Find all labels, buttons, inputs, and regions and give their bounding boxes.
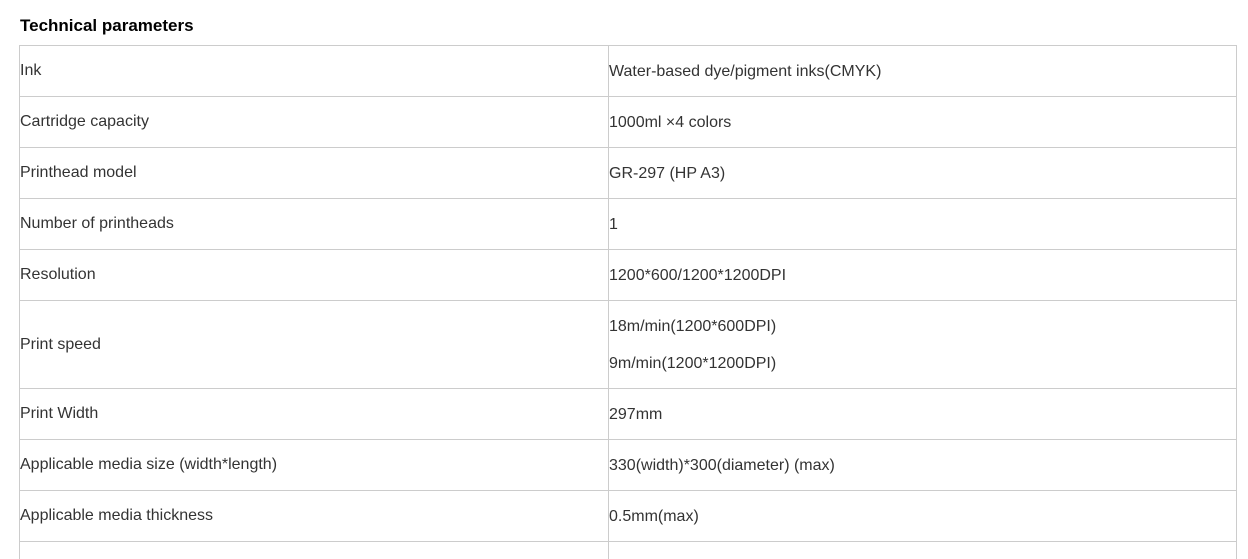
page-title: Technical parameters [20,16,194,35]
param-label: Ink [19,45,609,97]
param-value: 1 [608,198,1237,250]
param-value: 297mm [608,388,1237,440]
param-value: GR-297 (HP A3) [608,147,1237,199]
param-label: Applicable media size (width*length) [19,439,609,491]
param-label [19,541,609,559]
table-row: Applicable media size (width*length) 330(… [19,439,1237,491]
param-label: Print speed [19,300,609,389]
param-label: Print Width [19,388,609,440]
param-value-line: 1000ml ×4 colors [609,113,732,131]
param-value-line: 0.5mm(max) [609,507,699,525]
table-row: Print speed 18m/min(1200*600DPI) 9m/min(12… [19,300,1237,389]
param-label: Resolution [19,249,609,301]
param-label: Cartridge capacity [19,96,609,148]
param-value-line: 18m/min(1200*600DPI) [609,317,777,335]
param-value: 18m/min(1200*600DPI) 9m/min(1200*1200DPI) [608,300,1237,389]
param-value-line: 1 [609,215,618,233]
param-label: Number of printheads [19,198,609,250]
param-label: Printhead model [19,147,609,199]
param-value-line: Water-based dye/pigment inks(CMYK) [609,62,882,80]
table-row: Printhead model GR-297 (HP A3) [19,147,1237,199]
table-row: Print Width 297mm [19,388,1237,440]
table-body: Ink Water-based dye/pigment inks(CMYK) Car… [19,45,1237,559]
param-label: Applicable media thickness [19,490,609,542]
param-value-line: GR-297 (HP A3) [609,164,726,182]
param-value: 1200*600/1200*1200DPI [608,249,1237,301]
technical-parameters-table: Ink Water-based dye/pigment inks(CMYK) Car… [19,45,1237,559]
table-row: Cartridge capacity 1000ml ×4 colors [19,96,1237,148]
param-value [608,541,1237,559]
table-row: Applicable media thickness 0.5mm(max) [19,490,1237,542]
param-value: 0.5mm(max) [608,490,1237,542]
table-row: Resolution 1200*600/1200*1200DPI [19,249,1237,301]
table-row: Number of printheads 1 [19,198,1237,250]
param-value-line: 1200*600/1200*1200DPI [609,266,787,284]
param-value-line: 330(width)*300(diameter) (max) [609,456,835,474]
param-value-line: 9m/min(1200*1200DPI) [609,354,777,372]
table-row [19,541,1237,559]
param-value-line: 297mm [609,405,663,423]
param-value: 1000ml ×4 colors [608,96,1237,148]
param-value: 330(width)*300(diameter) (max) [608,439,1237,491]
table-row: Ink Water-based dye/pigment inks(CMYK) [19,45,1237,97]
param-value: Water-based dye/pigment inks(CMYK) [608,45,1237,97]
